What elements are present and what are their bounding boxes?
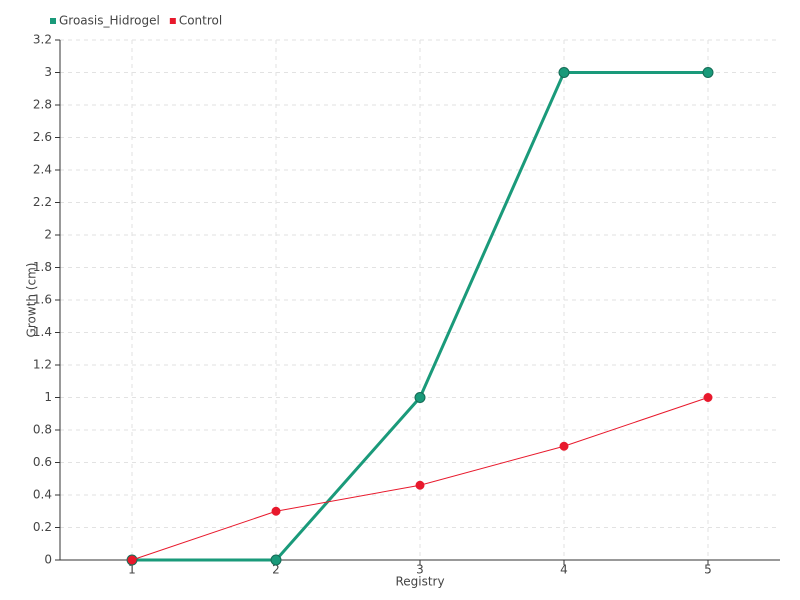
- point: [703, 393, 713, 402]
- x-tick-label: 1: [128, 563, 136, 577]
- y-tick-label: 2: [44, 228, 52, 242]
- point: [414, 392, 426, 403]
- y-tick-label: 1.6: [33, 293, 52, 307]
- legend-label: Groasis_Hidrogel: [59, 14, 160, 28]
- y-tick-label: 2.6: [33, 130, 52, 144]
- x-tick-label: 2: [272, 563, 280, 577]
- y-tick-label: 1.2: [33, 358, 52, 372]
- x-tick-label: 4: [560, 563, 568, 577]
- series-line: [131, 397, 709, 561]
- point: [270, 554, 282, 566]
- y-tick-label: 2.2: [33, 195, 52, 209]
- y-tick-label: 0.4: [33, 488, 52, 502]
- point: [702, 67, 714, 78]
- x-tick-label: 3: [416, 563, 424, 577]
- x-tick-label: 5: [704, 563, 712, 577]
- x-axis-label: Registry: [395, 575, 444, 589]
- legend-swatch: [169, 18, 176, 24]
- legend-label: Control: [179, 14, 222, 28]
- y-tick-label: 0.6: [33, 455, 52, 469]
- point: [271, 506, 281, 516]
- y-tick-label: 2.4: [33, 163, 52, 177]
- y-axis-label: Growth (cm): [25, 263, 39, 338]
- legend-swatch: [50, 18, 56, 24]
- point: [559, 441, 569, 451]
- y-tick-label: 0.8: [33, 423, 52, 437]
- point: [558, 67, 570, 78]
- y-tick-label: 1.4: [33, 325, 52, 339]
- point: [127, 555, 137, 565]
- y-tick-label: 2.8: [33, 98, 52, 112]
- point: [415, 480, 425, 490]
- y-tick-label: 1.8: [33, 260, 52, 274]
- y-tick-label: 0: [44, 553, 52, 567]
- y-tick-label: 3.2: [33, 33, 52, 47]
- y-tick-label: 0.2: [33, 520, 52, 534]
- y-tick-label: 1: [44, 390, 52, 404]
- y-tick-label: 3: [44, 65, 52, 79]
